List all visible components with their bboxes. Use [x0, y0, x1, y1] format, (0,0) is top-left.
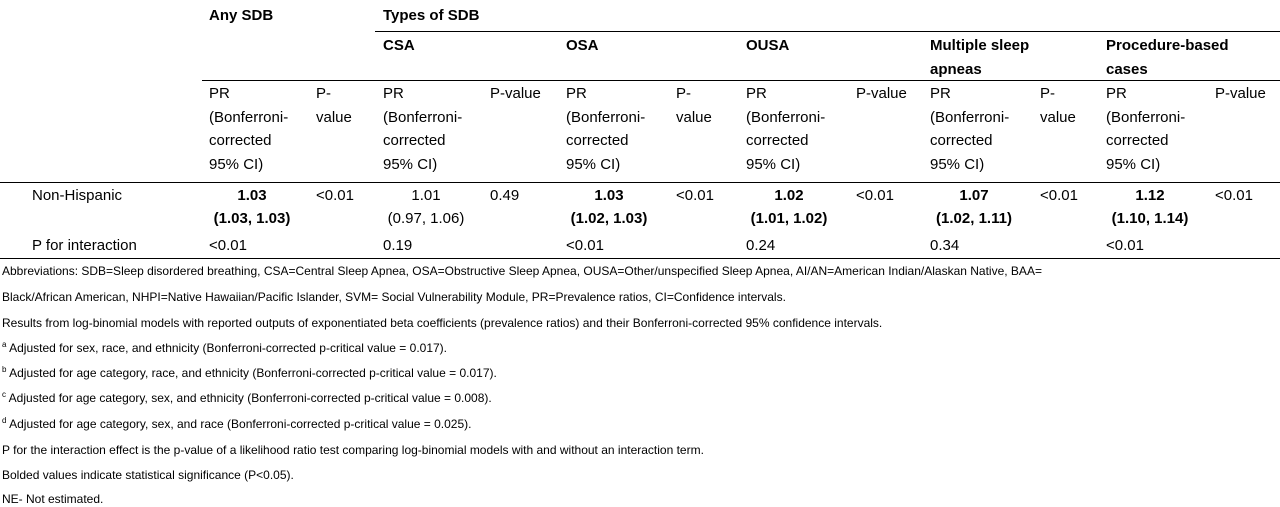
footnote-d: d Adjusted for age category, sex, and ra…: [2, 416, 472, 432]
footnote-abbreviations-line-1: Abbreviations: SDB=Sleep disordered brea…: [2, 264, 1042, 278]
interaction-cell-procedure-based-cases: <0.01: [1106, 237, 1144, 254]
subheader-pr: PR (Bonferroni-corrected 95% CI): [209, 85, 289, 173]
subheader-p-value: P-value: [1040, 85, 1076, 126]
footnote-p-interaction: P for the interaction effect is the p-va…: [2, 443, 704, 457]
interaction-cell-osa: <0.01: [566, 237, 604, 254]
interaction-cell-ousa: 0.24: [746, 237, 776, 254]
subheader-pr: PR (Bonferroni-corrected 95% CI): [1106, 85, 1186, 173]
subheader-pr: PR (Bonferroni-corrected 95% CI): [930, 85, 1010, 173]
pr-cell-ousa: 1.02 (1.01, 1.02): [750, 187, 828, 227]
p-value-cell: 0.49: [490, 187, 520, 204]
header-type-osa: OSA: [566, 37, 599, 54]
footnote-b: b Adjusted for age category, race, and e…: [2, 365, 497, 381]
footnote-abbreviations-line-2: Black/African American, NHPI=Native Hawa…: [2, 290, 786, 304]
header-type-ousa: OUSA: [746, 37, 790, 54]
pr-cell-osa: 1.03 (1.02, 1.03): [570, 187, 648, 227]
footnote-bolded: Bolded values indicate statistical signi…: [2, 468, 294, 482]
interaction-cell-any-sdb: <0.01: [209, 237, 247, 254]
pr-cell-multiple-sleep-apneas: 1.07 (1.02, 1.11): [936, 187, 1012, 227]
header-any-sdb: Any SDB: [209, 7, 274, 24]
pr-cell-csa: 1.01 (0.97, 1.06): [387, 187, 465, 227]
footnote-results: Results from log-binomial models with re…: [2, 316, 883, 330]
subheader-pr: PR (Bonferroni-corrected 95% CI): [746, 85, 826, 173]
interaction-cell-multiple-sleep-apneas: 0.34: [930, 237, 960, 254]
p-value-cell: <0.01: [1215, 187, 1253, 204]
subheader-p-value: P-value: [676, 85, 712, 126]
row-label-non-hispanic: Non-Hispanic: [32, 187, 123, 204]
p-value-cell: <0.01: [856, 187, 894, 204]
subheader-p-value: P-value: [490, 85, 541, 102]
footnote-ne: NE- Not estimated.: [2, 492, 104, 506]
subheader-pr: PR (Bonferroni-corrected 95% CI): [383, 85, 463, 173]
p-value-cell: <0.01: [1040, 187, 1078, 204]
subheader-rule: [202, 80, 1280, 81]
footnote-a: a Adjusted for sex, race, and ethnicity …: [2, 340, 448, 356]
table-bottom-rule: [0, 258, 1280, 259]
header-type-csa: CSA: [383, 37, 415, 54]
subheader-p-value: P-value: [1215, 85, 1266, 102]
header-bottom-rule: [0, 182, 1280, 183]
interaction-cell-csa: 0.19: [383, 237, 413, 254]
p-value-cell: <0.01: [316, 187, 354, 204]
row-label-p-for-interaction: P for interaction: [32, 237, 137, 254]
p-value-cell: <0.01: [676, 187, 714, 204]
subheader-p-value: P-value: [316, 85, 352, 126]
subheader-pr: PR (Bonferroni-corrected 95% CI): [566, 85, 646, 173]
header-type-procedure-based-cases: Procedure-based cases: [1106, 37, 1229, 78]
header-type-multiple-sleep-apneas: Multiple sleep apneas: [930, 37, 1030, 78]
pr-cell-procedure-based-cases: 1.12 (1.10, 1.14): [1111, 187, 1189, 227]
header-rule: [375, 31, 1280, 32]
pr-cell-any-sdb: 1.03 (1.03, 1.03): [213, 187, 291, 227]
footnote-c: c Adjusted for age category, sex, and et…: [2, 390, 492, 406]
subheader-p-value: P-value: [856, 85, 907, 102]
header-types-of-sdb: Types of SDB: [383, 7, 480, 24]
